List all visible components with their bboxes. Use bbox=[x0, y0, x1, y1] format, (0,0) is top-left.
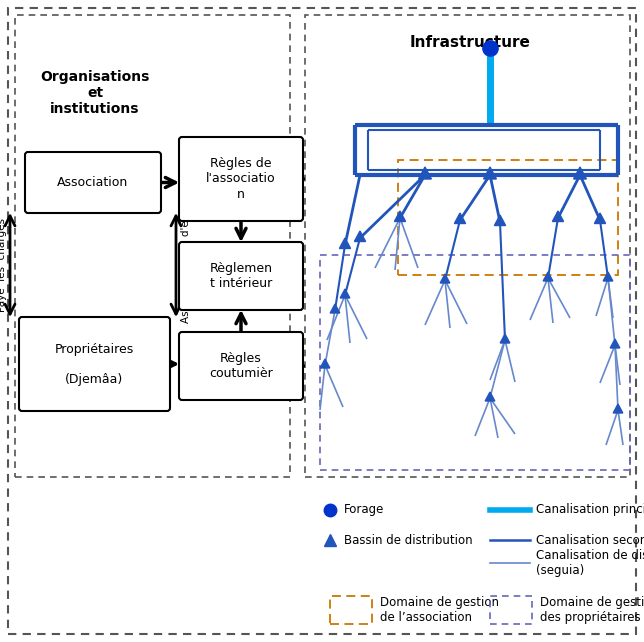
FancyBboxPatch shape bbox=[19, 317, 170, 411]
Polygon shape bbox=[330, 304, 340, 313]
Text: Règles
coutumièr: Règles coutumièr bbox=[209, 352, 273, 380]
Text: Forage: Forage bbox=[344, 503, 384, 517]
Bar bbox=[320, 255, 630, 470]
Polygon shape bbox=[354, 231, 366, 241]
Text: Propriétaires

(Djemâa): Propriétaires (Djemâa) bbox=[55, 342, 134, 385]
Polygon shape bbox=[613, 404, 623, 413]
Text: Bassin de distribution: Bassin de distribution bbox=[344, 534, 473, 546]
Polygon shape bbox=[495, 215, 506, 225]
Polygon shape bbox=[543, 272, 553, 281]
Bar bbox=[398, 160, 618, 275]
FancyBboxPatch shape bbox=[179, 137, 303, 221]
Text: Canalisation de distribution
(seguia): Canalisation de distribution (seguia) bbox=[536, 549, 644, 577]
Polygon shape bbox=[594, 213, 605, 223]
Polygon shape bbox=[394, 211, 406, 221]
Bar bbox=[15, 15, 290, 477]
Polygon shape bbox=[440, 274, 450, 283]
Text: Canalisation secondaire: Canalisation secondaire bbox=[536, 534, 644, 546]
Text: Canalisation principale: Canalisation principale bbox=[536, 503, 644, 517]
Polygon shape bbox=[455, 213, 466, 223]
Text: Infrastructure: Infrastructure bbox=[410, 35, 531, 50]
Bar bbox=[490, 596, 532, 624]
Polygon shape bbox=[611, 339, 620, 348]
Text: Domaine de gestion
de l’association: Domaine de gestion de l’association bbox=[380, 596, 499, 624]
Polygon shape bbox=[574, 167, 587, 179]
Polygon shape bbox=[485, 392, 495, 401]
Polygon shape bbox=[603, 272, 613, 281]
Polygon shape bbox=[320, 359, 330, 368]
FancyBboxPatch shape bbox=[179, 242, 303, 310]
Polygon shape bbox=[340, 289, 350, 298]
Text: Règles de
l'associatio
n: Règles de l'associatio n bbox=[206, 157, 276, 200]
Text: Association: Association bbox=[57, 176, 129, 189]
FancyBboxPatch shape bbox=[179, 332, 303, 400]
Polygon shape bbox=[339, 238, 350, 248]
Bar bbox=[305, 15, 630, 477]
Polygon shape bbox=[419, 167, 431, 179]
Polygon shape bbox=[553, 211, 564, 221]
Text: Organisations
et
institutions: Organisations et institutions bbox=[41, 70, 149, 116]
FancyBboxPatch shape bbox=[25, 152, 161, 213]
Bar bbox=[330, 596, 372, 624]
Text: Domaine de gestion
des propriétaires: Domaine de gestion des propriétaires bbox=[540, 596, 644, 624]
Text: Paye  les  charges: Paye les charges bbox=[0, 218, 7, 312]
Polygon shape bbox=[500, 334, 510, 343]
Text: Assure les parts d'eau: Assure les parts d'eau bbox=[181, 207, 191, 323]
Text: Règlemen
t intérieur: Règlemen t intérieur bbox=[209, 262, 272, 290]
Polygon shape bbox=[484, 167, 497, 179]
